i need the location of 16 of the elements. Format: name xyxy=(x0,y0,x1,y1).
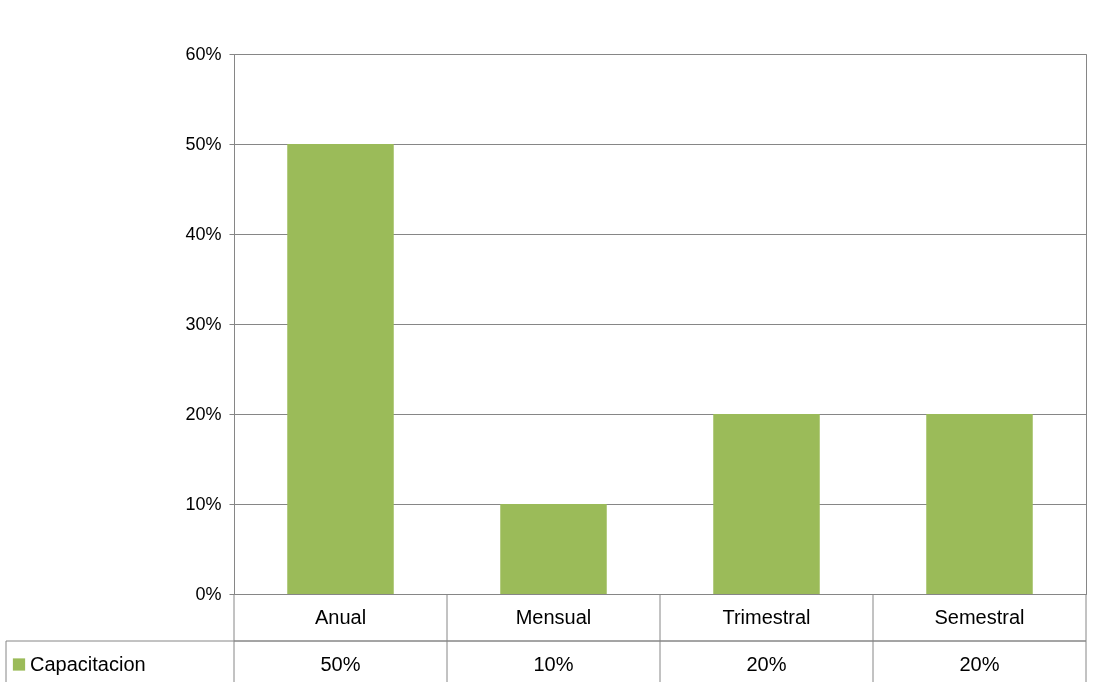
y-tick-label: 40% xyxy=(185,223,222,244)
y-tick-label: 0% xyxy=(195,583,222,604)
data-label: 10% xyxy=(533,652,574,675)
data-label: 20% xyxy=(959,652,1000,675)
x-tick-label: Trimestral xyxy=(722,605,811,628)
x-tick-label: Mensual xyxy=(515,605,592,628)
x-tick-label: Semestral xyxy=(934,605,1025,628)
data-label: 20% xyxy=(746,652,787,675)
y-tick-label: 30% xyxy=(185,313,222,334)
y-tick-label: 10% xyxy=(185,493,222,514)
y-tick-label: 50% xyxy=(185,133,222,154)
y-tick-label: 60% xyxy=(185,43,222,64)
legend-label: Capacitacion xyxy=(30,652,146,675)
x-tick-label: Anual xyxy=(314,605,367,628)
data-label: 50% xyxy=(320,652,361,675)
y-tick-label: 20% xyxy=(185,403,222,424)
